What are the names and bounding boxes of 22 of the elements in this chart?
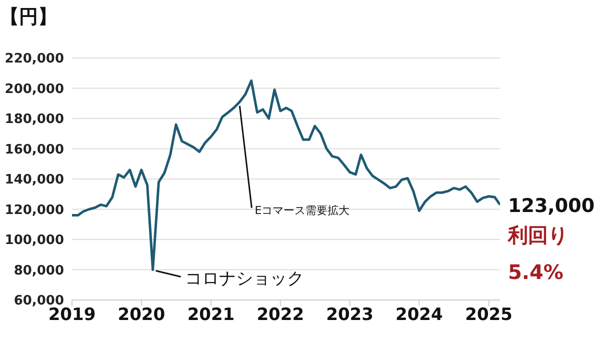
annotation: コロナショック	[184, 268, 304, 289]
y-tick-label: 80,000	[14, 263, 64, 278]
y-tick-label: 120,000	[4, 202, 64, 218]
y-tick-label: 180,000	[4, 112, 64, 128]
x-tick-label: 2023	[326, 305, 374, 326]
annotation: 123,000	[508, 194, 595, 217]
y-tick-label: 160,000	[4, 142, 64, 158]
x-tick-label: 2021	[187, 305, 235, 326]
y-tick-label: 100,000	[4, 233, 64, 248]
y-axis-title: 【円】	[0, 5, 57, 30]
y-tick-label: 140,000	[4, 172, 64, 188]
x-tick-label: 2019	[48, 305, 96, 326]
annotation: Eコマース需要拡大	[254, 204, 350, 217]
text: 5.4%	[508, 260, 564, 284]
x-tick-label: 2022	[256, 305, 304, 326]
x-tick-label: 2024	[396, 305, 444, 326]
line-series	[72, 79, 500, 271]
y-tick-label: 200,000	[4, 82, 64, 97]
y-tick-label: 220,000	[4, 52, 64, 67]
x-tick-label: 2025	[465, 305, 512, 326]
text: 利回り	[508, 222, 568, 249]
x-tick-label: 2020	[118, 305, 166, 326]
